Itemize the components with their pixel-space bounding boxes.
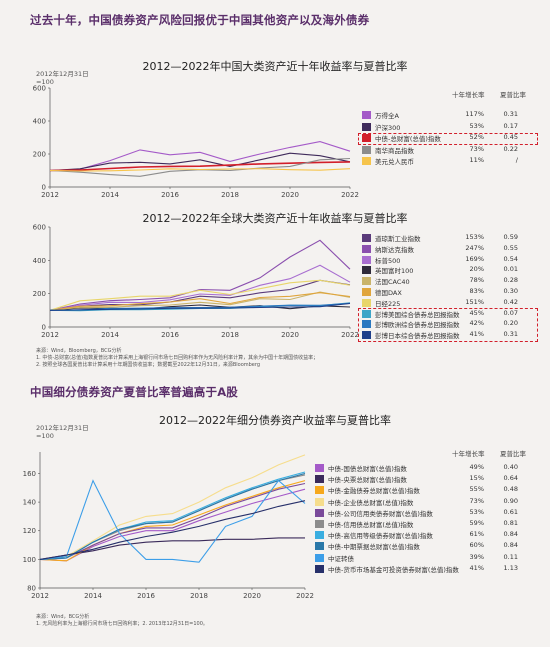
chart3-ytick-label-4: 160 [23, 470, 36, 478]
chart1-unit-line1: 2012年12月31日 [36, 70, 89, 78]
chart2-series-line-1 [49, 239, 351, 311]
chart2-series-line-8 [49, 302, 351, 311]
chart1-series-line-2 [49, 161, 351, 172]
chart1-xtick-label-0: 2012 [41, 191, 59, 199]
chart3-col-sharpe: 夏普比率 [500, 450, 526, 458]
chart3-ytick-label-3: 140 [23, 499, 36, 507]
chart1-xtick-label-4: 2020 [281, 191, 299, 199]
chart2-ytick-label-2: 400 [33, 257, 46, 265]
chart3-note-0: 来源：Wind，BCG分析 [36, 614, 90, 620]
chart2-series-line-5 [49, 292, 351, 311]
chart2-note-0: 来源：Wind，Bloomberg，BCG分析 [36, 348, 122, 354]
chart2-xtick-label-5: 2022 [341, 331, 359, 339]
chart2-xtick-label-4: 2020 [281, 331, 299, 339]
chart3-series-line-7 [39, 472, 306, 560]
chart3-series-line-2 [39, 480, 306, 562]
chart3-notes: 来源：Wind，BCG分析 1. 无风险利率为上海银行间市场七日回购利率；2. … [36, 614, 208, 628]
chart3-series-line-3 [39, 454, 306, 560]
chart3-col-growth: 十年增长率 [452, 450, 485, 458]
chart3-xtick-label-2: 2016 [137, 592, 155, 600]
chart2-title: 2012—2022年全球大类资产近十年收益率与夏普比率 [142, 212, 408, 225]
chart1-series-line-0 [49, 141, 351, 172]
chart2-note-1: 1. 中债-总财富(总值)指数夏普比率计算采用上海银行间市场七日回购利率作为无风… [36, 355, 319, 361]
chart2-ytick-label-1: 200 [33, 290, 46, 298]
chart3-xtick-label-0: 2012 [31, 592, 49, 600]
chart2-ytick-label-3: 600 [33, 224, 46, 232]
chart3-series-line-8 [39, 479, 306, 563]
chart1-xtick-label-1: 2014 [101, 191, 119, 199]
chart1-xtick-label-5: 2022 [341, 191, 359, 199]
chart3-xtick-label-5: 2022 [296, 592, 314, 600]
chart3-unit-line1: 2012年12月31日 [36, 424, 89, 432]
chart3-ytick-label-2: 120 [23, 527, 36, 535]
chart1-xtick-label-3: 2018 [221, 191, 239, 199]
chart3-xtick-label-4: 2020 [243, 592, 261, 600]
chart2-series-line-0 [49, 279, 351, 311]
chart3-note-1: 1. 无风险利率为上海银行间市场七日回购利率；2. 2013年12月31日=10… [36, 621, 208, 627]
chart1-ytick-label-3: 600 [33, 85, 46, 93]
heading-bottom: 中国细分债券资产夏普比率普遍高于A股 [30, 385, 238, 399]
chart3-unit: 2012年12月31日 =100 [36, 424, 89, 440]
chart2-series-line-4 [49, 291, 351, 311]
chart1-col-sharpe: 夏普比率 [500, 91, 526, 99]
chart2-ytick-label-0: 0 [42, 324, 46, 332]
chart2-note-2: 2. 按照全球各国夏普比率计算采用十年期国债收益率；数据截至2022年12月31… [36, 362, 261, 368]
chart1-xtick-label-2: 2016 [161, 191, 179, 199]
heading-top: 过去十年，中国债券资产风险回报优于中国其他资产以及海外债券 [30, 13, 370, 27]
chart1-unit-line2: =100 [36, 78, 54, 86]
chart2-xtick-label-1: 2014 [101, 331, 119, 339]
chart2-series-line-9 [49, 302, 351, 311]
chart3-series-line-1 [39, 537, 305, 560]
chart1-ytick-label-2: 400 [33, 118, 46, 126]
chart2-series-line-2 [49, 264, 351, 311]
chart1-unit: 2012年12月31日 =100 [36, 70, 89, 86]
chart3-series-line-9 [39, 500, 306, 560]
chart2-notes: 来源：Wind，Bloomberg，BCG分析 1. 中债-总财富(总值)指数夏… [36, 348, 318, 369]
chart3-ytick-label-0: 80 [27, 585, 36, 593]
chart1-title: 2012—2022年中国大类资产近十年收益率与夏普比率 [142, 60, 408, 73]
chart3-title: 2012—2022年细分债券资产收益率与夏普比率 [159, 414, 391, 427]
chart3-ytick-label-1: 100 [23, 556, 36, 564]
chart1-col-growth: 十年增长率 [452, 91, 485, 99]
chart1-ytick-label-1: 200 [33, 151, 46, 159]
chart1-series-line-4 [49, 168, 351, 172]
chart1-series-line-1 [49, 152, 351, 172]
chart2-xtick-label-0: 2012 [41, 331, 59, 339]
chart3-series-line-4 [39, 482, 306, 560]
chart2-series-line-6 [49, 279, 351, 311]
chart2-series-line-3 [49, 304, 351, 311]
chart3-xtick-label-3: 2018 [190, 592, 208, 600]
chart2-xtick-label-3: 2018 [221, 331, 239, 339]
chart1-ytick-label-0: 0 [42, 184, 46, 192]
chart3-xtick-label-1: 2014 [84, 592, 102, 600]
chart2-xtick-label-2: 2016 [161, 331, 179, 339]
chart3-unit-line2: =100 [36, 432, 54, 440]
